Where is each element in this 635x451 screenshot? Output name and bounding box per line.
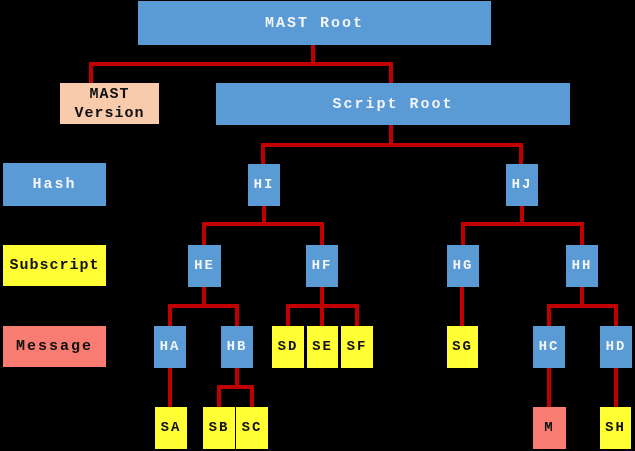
node-m: M [533,407,566,449]
node-script-root: Script Root [216,83,570,125]
node-hc: HC [533,326,565,368]
connector [217,385,254,389]
connector [519,143,523,164]
connector [261,143,523,147]
connector [547,304,618,308]
connector [286,304,290,326]
node-hj: HJ [506,164,538,206]
node-mast-root: MAST Root [138,1,491,45]
connector [261,143,265,164]
connector [461,222,465,245]
connector [202,287,206,306]
node-hf: HF [306,245,338,287]
connector [168,304,239,308]
connector [614,304,618,326]
connector [547,368,551,407]
node-sa: SA [155,407,187,449]
node-sh: SH [600,407,631,449]
connector [355,304,359,326]
node-hh: HH [566,245,598,287]
connector [389,62,393,83]
connector [460,287,464,326]
legend-message: Message [3,326,106,367]
connector [320,222,324,245]
node-sg: SG [447,326,478,368]
node-he: HE [188,245,221,287]
legend-subscript: Subscript [3,245,106,286]
connector [262,206,266,224]
connector [461,222,584,226]
legend-hash: Hash [3,163,106,206]
connector [202,222,206,245]
node-sf: SF [341,326,373,368]
connector [235,304,239,326]
connector [389,125,393,146]
legend-mast-version: MAST Version [60,83,159,124]
node-sb: SB [203,407,235,449]
connector [614,368,618,407]
node-sd: SD [272,326,304,368]
node-hi: HI [248,164,280,206]
connector [286,304,359,308]
connector [580,287,584,306]
connector [311,45,315,66]
connector [168,304,172,326]
node-hb: HB [221,326,253,368]
node-se: SE [307,326,338,368]
connector [89,62,93,83]
node-sc: SC [236,407,268,449]
connector [217,385,221,407]
connector [235,368,239,387]
connector [168,368,172,407]
node-hd: HD [600,326,632,368]
connector [202,222,324,226]
connector [520,206,524,224]
connector [250,385,254,407]
node-ha: HA [154,326,186,368]
connector [580,222,584,245]
connector [89,62,393,66]
connector [547,304,551,326]
node-hg: HG [447,245,479,287]
